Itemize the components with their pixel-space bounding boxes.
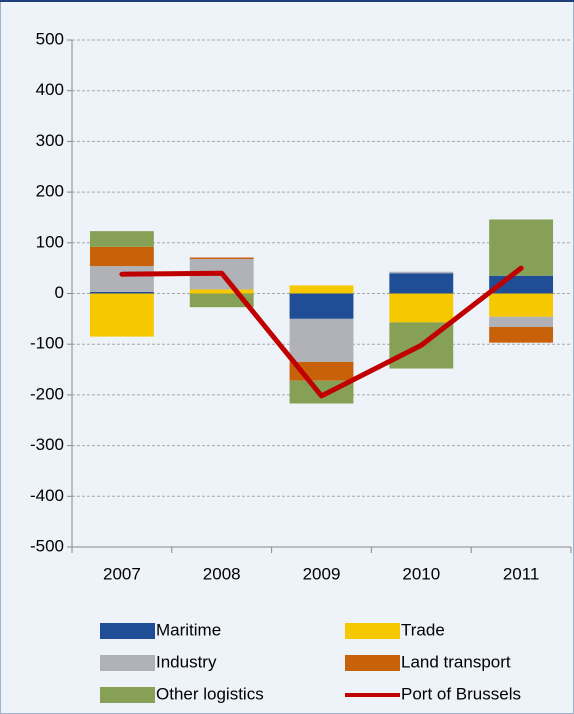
legend-label: Land transport	[401, 652, 511, 671]
bar-segment	[389, 273, 454, 294]
bar-segment	[89, 231, 154, 247]
legend-swatch	[100, 687, 155, 703]
bar-segment	[489, 326, 554, 343]
y-tick-label: 200	[36, 182, 64, 201]
bar-segment	[189, 289, 254, 294]
y-tick-label: -200	[30, 384, 64, 403]
x-tick-label: 2008	[203, 564, 241, 583]
bar-segment	[89, 246, 154, 267]
x-tick-label: 2010	[402, 564, 440, 583]
legend-swatch	[345, 655, 400, 671]
bar-segment	[389, 293, 454, 323]
bar-segment	[489, 293, 554, 317]
bar-segment	[489, 316, 554, 327]
bar-segment	[89, 266, 154, 292]
bar-segment	[189, 293, 254, 308]
legend-label: Other logistics	[156, 684, 264, 703]
legend-label: Industry	[156, 652, 217, 671]
bar-segment	[189, 257, 254, 260]
y-tick-label: -300	[30, 435, 64, 454]
y-tick-label: 500	[36, 29, 64, 48]
y-tick-label: 0	[55, 283, 64, 302]
bar-segment	[89, 291, 154, 294]
bar-segment	[389, 271, 454, 274]
y-tick-label: -500	[30, 536, 64, 555]
legend-label: Trade	[401, 620, 445, 639]
y-tick-label: 100	[36, 232, 64, 251]
bar-segment	[289, 293, 354, 319]
x-tick-label: 2009	[303, 564, 341, 583]
bar-segment	[289, 318, 354, 362]
y-tick-label: 400	[36, 80, 64, 99]
bar-segment	[89, 293, 154, 337]
legend-swatch	[100, 655, 155, 671]
line-series	[119, 265, 524, 399]
legend-swatch	[345, 623, 400, 639]
bar-segment	[289, 285, 354, 294]
x-tick-label: 2007	[103, 564, 141, 583]
legend-label: Maritime	[156, 620, 221, 639]
y-tick-label: -100	[30, 334, 64, 353]
legend-swatch	[100, 623, 155, 639]
y-tick-label: -400	[30, 486, 64, 505]
x-tick-label: 2011	[503, 564, 540, 583]
y-tick-label: 300	[36, 131, 64, 150]
legend-label: Port of Brussels	[401, 684, 521, 703]
